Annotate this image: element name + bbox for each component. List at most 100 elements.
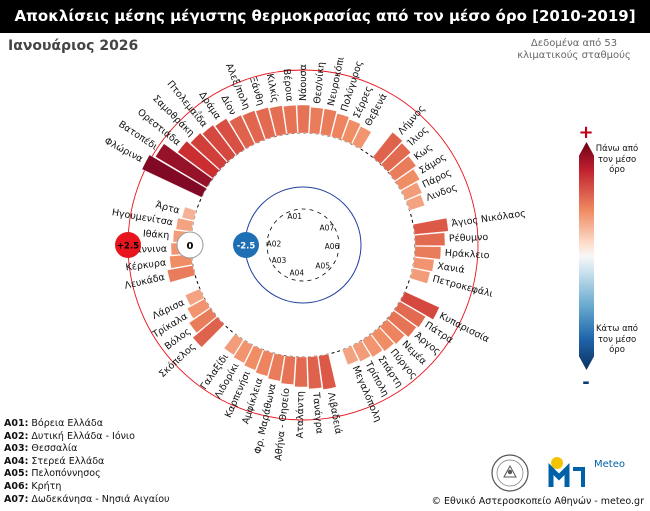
bar-a07-0: [372, 131, 403, 165]
bar-a04-2: [294, 356, 308, 388]
region-code-label: A03: [272, 256, 287, 265]
bar-a03-2: [186, 298, 211, 319]
region-code-label: A04: [289, 268, 304, 277]
color-scale: + Πάνω από τον μέσο όρο Κάτω από τον μέσ…: [572, 122, 642, 393]
month-label: Ιανουάριος 2026: [8, 38, 139, 54]
legend-code: A04:: [4, 455, 29, 467]
station-label: Ηράκλειο: [444, 248, 490, 262]
region-legend: A01: Βόρεια Ελλάδα A02: Δυτική Ελλάδα - Ι…: [4, 418, 170, 506]
bar-a07-1: [380, 142, 412, 173]
region-code-label: A01: [287, 212, 302, 221]
bar-a01-15: [341, 119, 361, 145]
bar-a05-6: [352, 340, 371, 362]
bar-a02-0: [167, 265, 196, 283]
legend-code: A07:: [4, 493, 29, 505]
bar-a01-11: [296, 104, 311, 134]
station-label: Πετροκεφάλι: [431, 274, 494, 300]
bar-a01-2: [177, 140, 220, 179]
bar-a04-6: [243, 345, 264, 371]
bar-a04-3: [280, 355, 296, 385]
legend-item: A05: Πελοπόννησος: [4, 468, 170, 481]
note-line-2: κλιματικούς σταθμούς: [517, 50, 631, 61]
bar-a01-6: [229, 114, 255, 150]
legend-code: A03:: [4, 443, 29, 455]
scale-below-label: Κάτω από τον μέσο όρο: [595, 324, 639, 355]
station-label: Αθήνα - Θησείο: [273, 387, 292, 461]
legend-name: Κρήτη: [28, 480, 62, 492]
station-label: Κέρκυρα: [125, 257, 167, 273]
ref-badge-label: -2.5: [237, 242, 256, 252]
legend-item: A02: Δυτική Ελλάδα - Ιόνιο: [4, 431, 170, 444]
observatory-seal-logo: [491, 454, 529, 492]
note-line-1: Δεδομένα από 53: [530, 38, 618, 49]
legend-code: A02:: [4, 430, 29, 442]
bar-a05-3: [379, 319, 405, 345]
legend-name: Βόρεια Ελλάδα: [28, 418, 103, 429]
station-label: Λευκάδα: [123, 272, 166, 292]
bar-a06-0: [412, 217, 449, 235]
bar-a06-4: [409, 268, 431, 284]
bar-a06-2: [414, 246, 442, 260]
bar-a07-3: [395, 168, 421, 191]
scale-gradient-bar: [579, 142, 594, 370]
bar-a01-0: [141, 154, 207, 198]
legend-item: A04: Στερεά Ελλάδα: [4, 456, 170, 469]
station-label: Βέροια: [281, 68, 295, 102]
ref-badge-0: [115, 232, 141, 258]
legend-item: A06: Κρήτη: [4, 481, 170, 494]
ref-badge-label: 0: [187, 241, 194, 252]
bar-a05-1: [393, 301, 426, 328]
bar-a01-10: [283, 104, 298, 135]
inner-region-ring: [266, 208, 340, 282]
bar-a01-3: [190, 132, 228, 171]
legend-item: A03: Θεσσαλία: [4, 443, 170, 456]
scale-plus-sign: +: [578, 122, 594, 143]
station-label: Άγιος Νικόλαος: [451, 208, 527, 229]
bar-a06-1: [414, 232, 446, 246]
bar-a04-1: [307, 355, 323, 390]
bar-a06-3: [412, 257, 435, 272]
station-label: Σκόπελος: [157, 341, 198, 380]
bar-a04-4: [267, 353, 285, 382]
bar-a07-4: [400, 182, 423, 201]
station-label: Χανιά: [436, 261, 465, 276]
station-label: Ρέθυμνο: [449, 232, 489, 245]
chart-title: Αποκλίσεις μέσης μέγιστης θερμοκρασίας α…: [0, 0, 650, 33]
station-label: Νάουσα: [298, 64, 309, 101]
station-label: Αταλάντη: [295, 391, 307, 439]
bar-a01-5: [214, 118, 246, 156]
bar-a01-7: [242, 110, 266, 144]
station-label: Λιβαδειά: [325, 391, 344, 435]
zero-ring: [190, 132, 416, 358]
ref-badge-2: [233, 232, 259, 258]
legend-code: A05:: [4, 468, 29, 480]
bar-a01-12: [309, 107, 324, 135]
copyright-text: © Εθνικό Αστεροσκοπείο Αθηνών - meteo.gr: [431, 496, 644, 507]
legend-code: A01:: [4, 418, 29, 429]
legend-code: A06:: [4, 480, 29, 492]
station-label: Τανάγρα: [310, 391, 325, 434]
bar-a07-2: [388, 155, 417, 182]
station-label: Θεσ/νίκη: [312, 61, 327, 104]
legend-name: Πελοπόννησος: [28, 468, 101, 480]
radial-bar-chart: ΦλώριναΒατοπέδιΟρεστιάδαΣαμοθράκηΠτολεμα…: [102, 56, 527, 461]
bar-a01-16: [351, 126, 372, 150]
legend-name: Δυτική Ελλάδα - Ιόνιο: [28, 430, 135, 442]
legend-name: Στερεά Ελλάδα: [28, 455, 105, 467]
bar-a01-13: [320, 108, 337, 137]
bar-a01-4: [202, 124, 237, 163]
region-code-label: A06: [325, 242, 340, 251]
bar-a01-1: [155, 143, 213, 188]
bar-a01-9: [269, 105, 287, 137]
meteo-logo: [548, 457, 585, 487]
bar-a07-5: [405, 194, 426, 211]
bar-a04-8: [223, 333, 244, 356]
bar-a03-3: [184, 288, 205, 306]
bar-a01-8: [255, 107, 276, 140]
scale-above-label: Πάνω από τον μέσο όρο: [595, 144, 639, 175]
bar-a03-0: [192, 316, 225, 348]
minus-2-5-ring: [244, 186, 362, 304]
ref-badge-1: [176, 231, 204, 259]
bar-a04-7: [233, 339, 254, 364]
bar-a04-5: [255, 349, 274, 377]
